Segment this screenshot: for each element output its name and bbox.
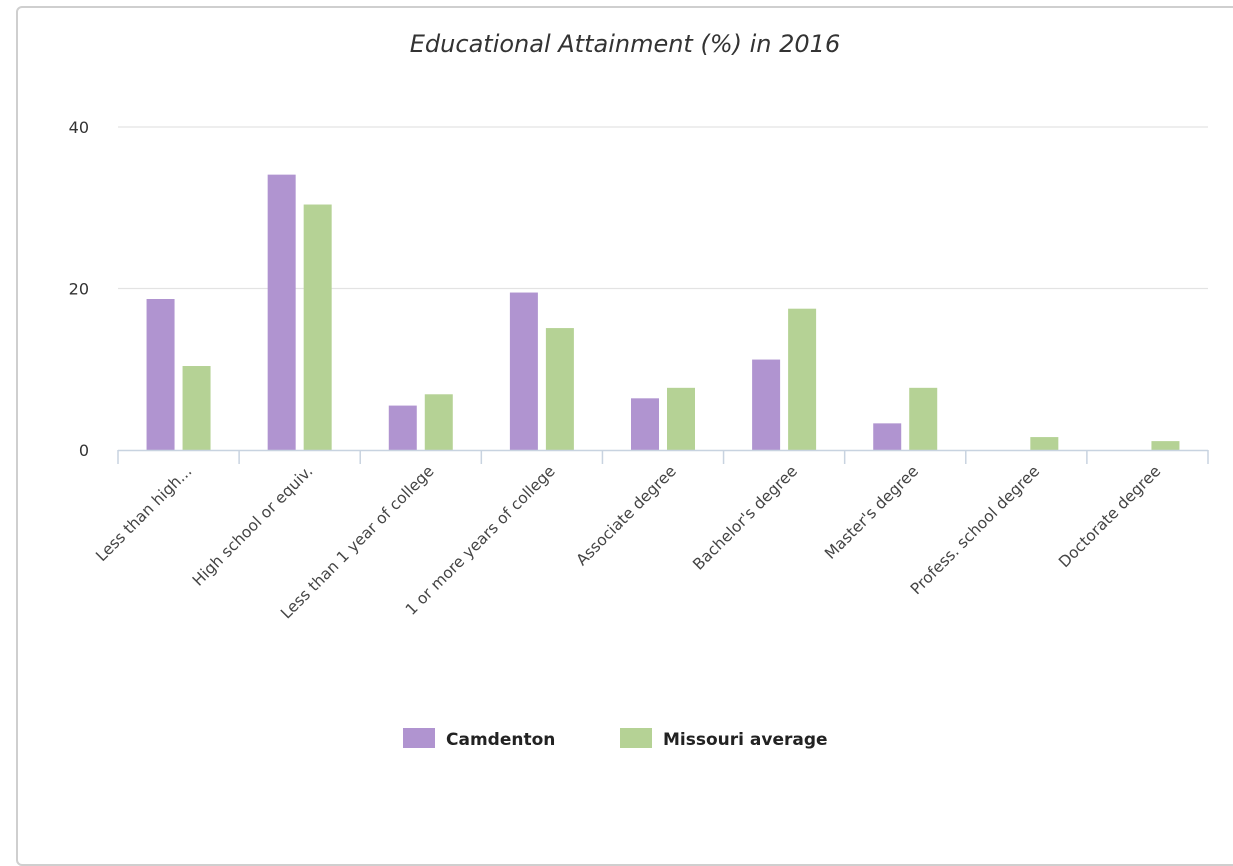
y-tick-label: 40 [69, 118, 89, 137]
y-tick-label: 20 [69, 280, 89, 299]
y-axis-ticks: 0 20 40 [69, 118, 89, 460]
bar-camdenton [752, 359, 781, 450]
bar-missouri-average [1151, 441, 1180, 450]
legend-label: Camdenton [446, 730, 555, 750]
bar-camdenton [873, 423, 902, 450]
bars [146, 174, 1180, 450]
bar-missouri-average [909, 387, 938, 450]
y-tick-label: 0 [79, 441, 89, 460]
bar-camdenton [631, 398, 659, 450]
bar-missouri-average [303, 204, 332, 450]
x-tick-label: Master's degree [821, 462, 922, 563]
bar-chart: Educational Attainment (%) in 2016 0 20 40… [69, 30, 1209, 750]
bar-missouri-average [545, 328, 574, 450]
bar-missouri-average [182, 366, 211, 450]
x-axis-ticks: Less than high...High school or equiv.Le… [92, 462, 1164, 622]
x-tick-label: Associate degree [573, 462, 680, 569]
legend: Camdenton Missouri average [403, 728, 828, 750]
x-tick-label: Bachelor's degree [689, 462, 801, 574]
x-tick-label: Doctorate degree [1055, 462, 1164, 571]
x-tick-label: Less than high... [92, 462, 195, 565]
legend-label: Missouri average [663, 730, 828, 750]
gridlines [118, 126, 1208, 290]
bar-missouri-average [424, 394, 453, 450]
bar-missouri-average [1030, 437, 1059, 450]
bar-camdenton [267, 174, 296, 450]
bar-missouri-average [788, 308, 817, 450]
bar-camdenton [388, 405, 417, 450]
x-axis [117, 449, 1209, 464]
bar-camdenton [509, 292, 538, 450]
legend-swatch [620, 728, 652, 748]
chart-frame [16, 6, 1233, 866]
bar-camdenton [146, 298, 175, 450]
chart-title: Educational Attainment (%) in 2016 [410, 30, 840, 58]
legend-swatch [403, 728, 435, 748]
x-tick-label: Profess. school degree [907, 462, 1043, 598]
bar-missouri-average [667, 387, 695, 450]
x-tick-label: High school or equiv. [189, 462, 317, 590]
